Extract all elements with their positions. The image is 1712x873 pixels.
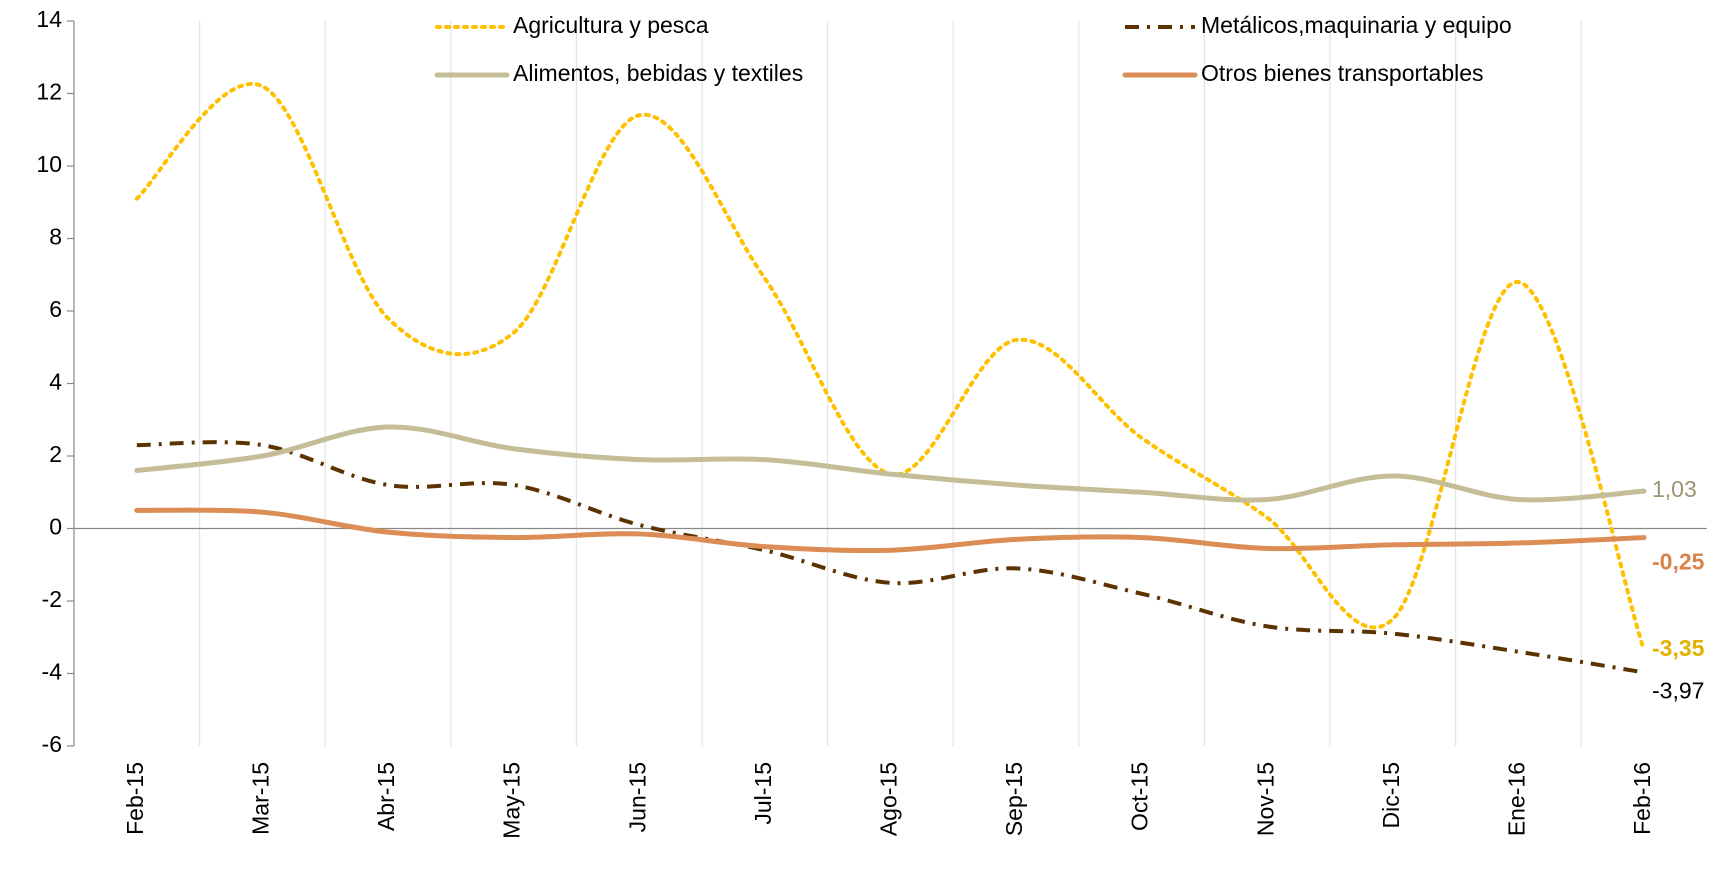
x-tick-label: Jul-15 <box>750 762 776 825</box>
x-tick-label: May-15 <box>499 762 525 839</box>
y-tick-label: -2 <box>42 586 62 612</box>
legend-label: Metálicos,maquinaria y equipo <box>1201 12 1512 38</box>
x-tick-label: Ene-16 <box>1503 762 1529 836</box>
y-tick-label: 12 <box>36 79 62 105</box>
x-tick-label: Ago-15 <box>875 762 901 836</box>
x-tick-label: Abr-15 <box>373 762 399 831</box>
x-tick-label: Dic-15 <box>1378 762 1404 828</box>
value-label: -0,25 <box>1652 549 1705 575</box>
x-tick-label: Feb-16 <box>1629 762 1655 835</box>
series-line <box>134 81 1646 652</box>
x-tick-label: Nov-15 <box>1252 762 1278 836</box>
y-tick-label: 10 <box>36 151 62 177</box>
y-tick-label: -4 <box>42 659 63 685</box>
legend-label: Alimentos, bebidas y textiles <box>513 60 803 86</box>
y-tick-label: 0 <box>49 514 62 540</box>
y-tick-label: 2 <box>49 441 62 467</box>
y-tick-label: 14 <box>36 6 62 32</box>
x-tick-label: Oct-15 <box>1127 762 1153 831</box>
x-tick-label: Feb-15 <box>122 762 148 835</box>
value-label: 1,03 <box>1652 476 1697 502</box>
value-label: -3,35 <box>1652 635 1705 661</box>
x-tick-label: Jun-15 <box>624 762 650 832</box>
y-tick-label: 4 <box>49 369 62 395</box>
y-tick-label: -6 <box>42 731 62 757</box>
x-tick-label: Sep-15 <box>1001 762 1027 836</box>
x-tick-label: Mar-15 <box>247 762 273 835</box>
value-label: -3,97 <box>1652 677 1704 703</box>
y-tick-label: 8 <box>49 224 62 250</box>
series-line <box>134 424 1647 503</box>
y-tick-label: 6 <box>49 296 62 322</box>
legend-label: Agricultura y pesca <box>513 12 709 38</box>
legend-label: Otros bienes transportables <box>1201 60 1484 86</box>
series-line <box>134 507 1647 554</box>
